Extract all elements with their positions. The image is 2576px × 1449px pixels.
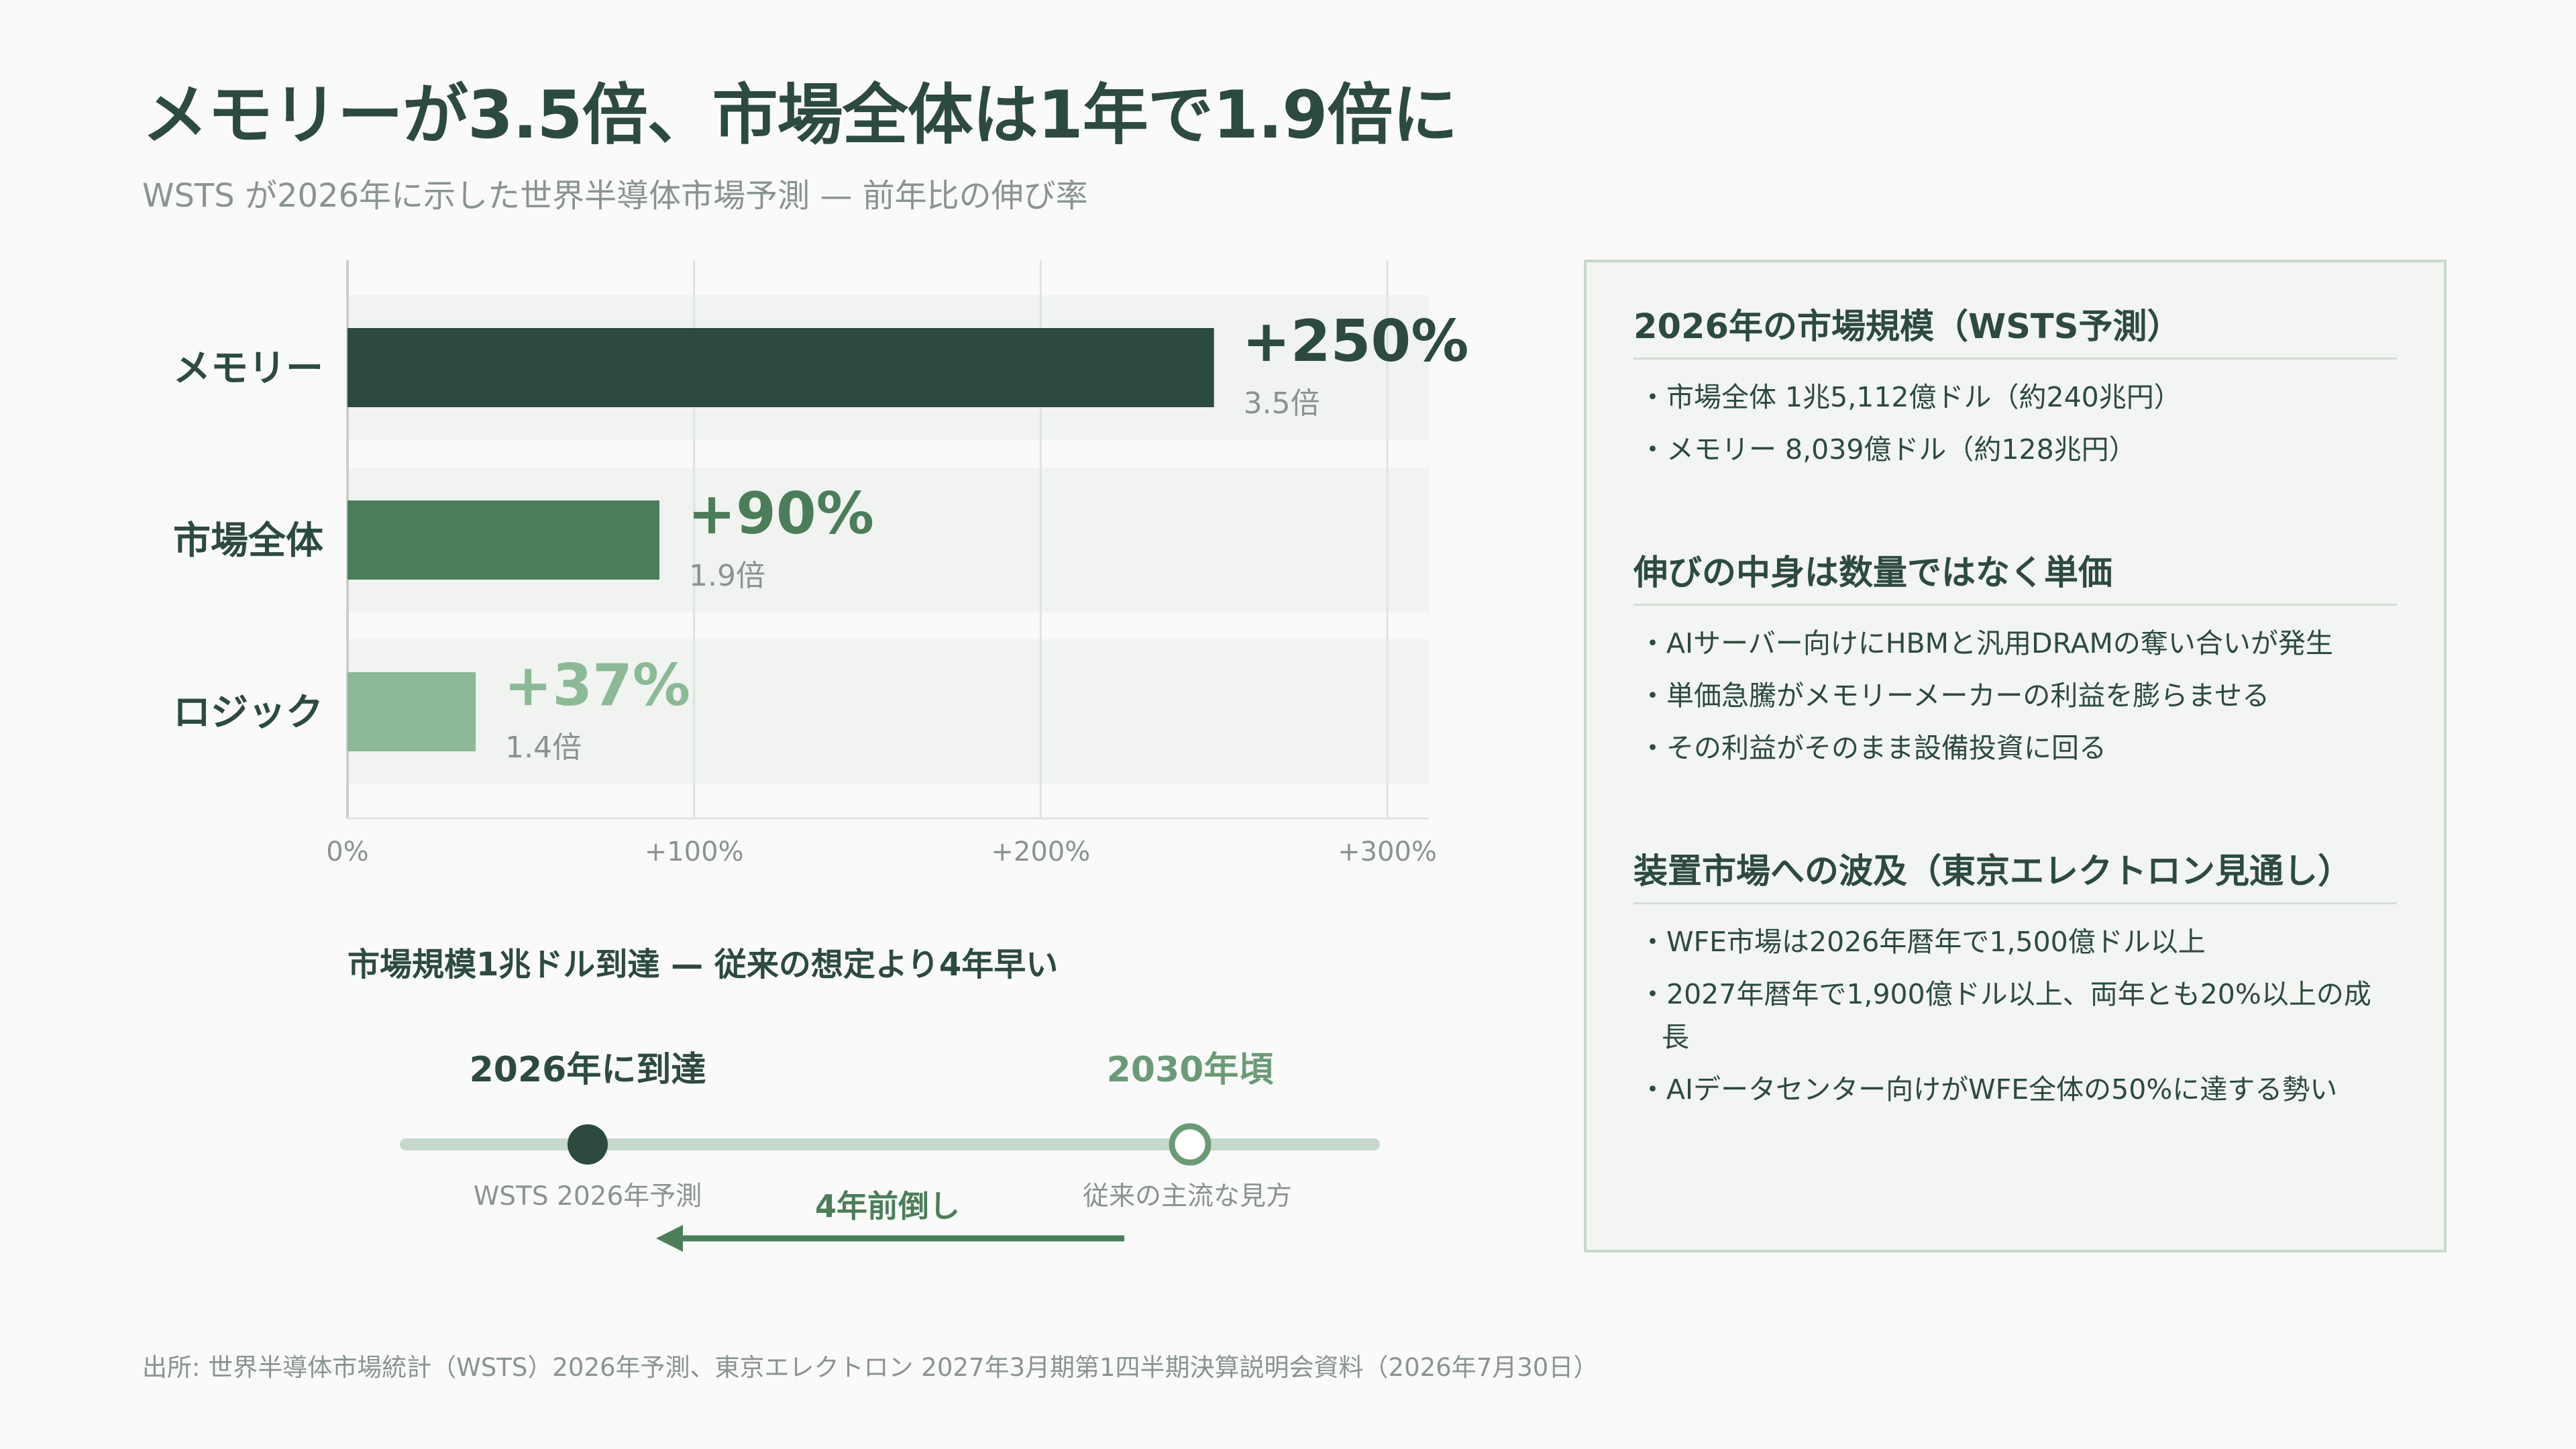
panel-section-heading: 2026年の市場規模（WSTS予測） [1633, 299, 2397, 360]
panel-bullet-item: 2027年暦年で1,900億ドル以上、両年とも20%以上の成長 [1633, 973, 2397, 1059]
category-label: メモリー [173, 347, 323, 390]
bar [347, 328, 1214, 407]
x-tick-label: +100% [645, 837, 744, 867]
category-band [347, 639, 1429, 784]
timeline-marker-2026 [568, 1124, 608, 1165]
panel-section: 装置市場への波及（東京エレクトロン見通し） WFE市場は2026年暦年で1,500… [1633, 843, 2397, 1111]
panel-section-heading: 伸びの中身は数量ではなく単価 [1633, 545, 2397, 606]
panel-bullet-item: 単価急騰がメモリーメーカーの利益を膨らませる [1633, 674, 2397, 717]
panel-bullet-item: WFE市場は2026年暦年で1,500億ドル以上 [1633, 920, 2397, 963]
timeline-marker-2030 [1169, 1123, 1212, 1166]
bar [347, 500, 659, 580]
category-label: ロジック [173, 691, 323, 735]
value-label: +90% [688, 480, 874, 547]
bar [347, 672, 476, 751]
page-title: メモリーが3.5倍、市場全体は1年で1.9倍に [142, 77, 1458, 154]
timeline-right-label: 2030年頃 [1107, 1050, 1274, 1090]
category-label: 市場全体 [173, 519, 323, 563]
arrow-left-icon [656, 1225, 683, 1252]
timeline-left-caption: WSTS 2026年予測 [474, 1181, 702, 1212]
multiplier-label: 1.4倍 [505, 731, 582, 765]
panel-bullet-item: その利益がそのまま設備投資に回る [1633, 727, 2397, 769]
value-label: +37% [504, 652, 690, 719]
summary-panel: 2026年の市場規模（WSTS予測） 市場全体 1兆5,112億ドル（約240兆円… [1584, 260, 2447, 1252]
panel-bullet-list: WFE市場は2026年暦年で1,500億ドル以上 2027年暦年で1,900億ドル… [1633, 920, 2397, 1111]
timeline-shift-label: 4年前倒し [815, 1188, 960, 1224]
panel-section-heading: 装置市場への波及（東京エレクトロン見通し） [1633, 843, 2397, 904]
source-note: 出所: 世界半導体市場統計（WSTS）2026年予測、東京エレクトロン 2027… [142, 1353, 1599, 1382]
panel-bullet-item: AIサーバー向けにHBMと汎用DRAMの奪い合いが発生 [1633, 622, 2397, 665]
page-subtitle: WSTS が2026年に示した世界半導体市場予測 — 前年比の伸び率 [142, 177, 1088, 215]
timeline-left-label: 2026年に到達 [470, 1050, 706, 1090]
panel-section: 2026年の市場規模（WSTS予測） 市場全体 1兆5,112億ドル（約240兆円… [1633, 299, 2397, 471]
timeline-heading: 市場規模1兆ドル到達 — 従来の想定より4年早い [347, 946, 1059, 983]
panel-bullet-item: メモリー 8,039億ドル（約128兆円） [1633, 428, 2397, 471]
panel-bullet-list: 市場全体 1兆5,112億ドル（約240兆円） メモリー 8,039億ドル（約12… [1633, 376, 2397, 471]
panel-bullet-item: AIデータセンター向けがWFE全体の50%に達する勢い [1633, 1068, 2397, 1111]
multiplier-label: 3.5倍 [1244, 386, 1320, 421]
timeline-graphic: 2026年に到達 WSTS 2026年予測 2030年頃 従来の主流な見方 4年… [400, 1050, 1380, 1252]
x-tick-label: +200% [991, 837, 1090, 867]
multiplier-label: 1.9倍 [689, 559, 765, 593]
x-tick-label: 0% [326, 837, 368, 867]
panel-bullet-list: AIサーバー向けにHBMと汎用DRAMの奪い合いが発生単価急騰がメモリーメーカー… [1633, 622, 2397, 769]
timeline-right-caption: 従来の主流な見方 [1083, 1181, 1292, 1212]
value-label: +250% [1242, 308, 1469, 375]
panel-section: 伸びの中身は数量ではなく単価 AIサーバー向けにHBMと汎用DRAMの奪い合いが発… [1633, 545, 2397, 769]
panel-bullet-item: 市場全体 1兆5,112億ドル（約240兆円） [1633, 376, 2397, 419]
x-tick-label: +300% [1338, 837, 1437, 867]
